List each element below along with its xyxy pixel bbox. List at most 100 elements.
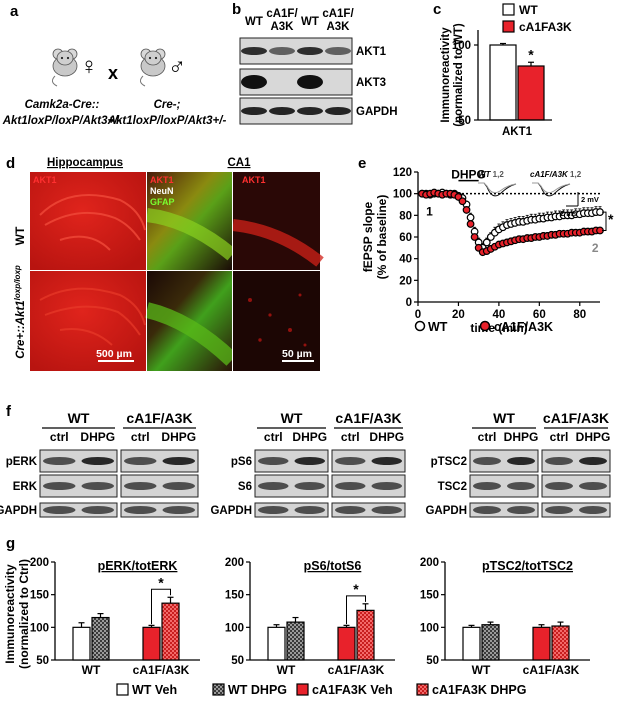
lane-label-line: WT [301,16,319,28]
blot-band [297,75,323,89]
bar-WT-Veh [72,626,91,661]
inset-scale-t-label: 2 ms [560,209,577,218]
blot-band [325,47,351,55]
y-tick-label: 200 [225,557,244,569]
blot-band [241,47,267,55]
y-tick-label: 60 [399,232,412,244]
blot-band [335,506,366,514]
tag-gfap: GFAP [150,197,175,207]
bar-cA1FA3K-DHPG [551,625,570,661]
blot-strip [331,474,406,498]
mouse-icon [51,48,78,87]
group-header: WT [68,410,90,426]
col-header-hippocampus: Hippocampus [47,157,123,169]
data-point-wt [482,238,491,247]
significance-star: * [528,46,534,62]
blot-band [297,47,323,55]
legend-swatch [296,683,309,696]
y-axis-label-line: (% of baseline) [375,195,389,280]
y-axis-label: Immunoreactivity(normalized to WT) [440,23,465,127]
cross-symbol: x [108,63,118,83]
y-tick-label: 100 [420,622,439,634]
significance-star: * [158,574,164,590]
bar-WT-Veh [462,626,481,661]
band-label: ERK [13,481,38,493]
condition-label: DHPG [576,430,611,444]
legend-label: WT DHPG [228,683,287,697]
condition-label: ctrl [131,430,150,444]
y-axis-label-line: fEPSP slope [361,201,375,272]
inset-wt-name: WT [478,170,493,179]
panel-d: d Hippocampus CA1 WT Cre+::Akt1loxp/loxp… [6,155,324,371]
marker-2: 2 [592,241,599,255]
blot-strip [39,474,118,498]
blot-strip [469,449,539,473]
legend-label: cA1FA3K DHPG [432,683,526,697]
tag-akt1-merge: AKT1 [150,175,174,185]
legend-label: cA1FA3K Veh [312,683,393,697]
condition-label: DHPG [504,430,539,444]
y-tick-label: 40 [399,254,412,266]
x-category-label: AKT1 [502,126,533,138]
blot-band [294,506,325,514]
blot-band [81,506,114,514]
blot-band [545,482,573,490]
bar-WT-DHPG [286,621,305,661]
group-header: WT [281,410,303,426]
row-label-cre-main: Cre+::Akt1 [15,300,27,358]
blot-band [473,482,501,490]
inset-trace [478,182,517,194]
blot-band [473,457,501,465]
lane-label: WT [301,16,319,28]
band-label: GAPDH [356,106,398,118]
legend-g: WT Veh WT DHPG cA1FA3K Veh cA1FA3K DHPG [116,683,526,697]
blot-band [241,75,267,89]
y-axis-label: Immunoreactivity(normalized to Ctrl) [3,559,31,669]
condition-label: ctrl [341,430,360,444]
panel-letter-c: c [433,1,441,18]
blot-band [507,482,535,490]
band-label: pS6 [231,456,252,468]
chart-title: pERK/totERK [98,559,178,573]
significance-bracket [346,595,366,625]
y-tick-label: 50 [231,655,244,667]
x-category-label: cA1F/A3K [328,663,385,677]
x-category-label: cA1F/A3K [133,663,190,677]
genotype-left-line2: Akt1loxP/loxP/Akt3+/- [2,115,122,127]
band-label: AKT1 [356,46,387,58]
panel-letter-a: a [10,3,19,20]
bar-cA1FA3K-Veh [532,626,551,661]
inset-trace-ids: 1,2 [570,170,582,179]
inset-wt-label: WT 1,2 [478,170,504,179]
y-axis-label-line: Immunoreactivity [3,564,17,664]
data-point-mutant [470,233,479,241]
blot-band [297,107,323,115]
blot-band [371,457,402,465]
blot-band [162,482,195,490]
blot-band [294,482,325,490]
y-tick-label: 100 [393,189,412,201]
x-category-label: WT [277,663,296,677]
blot-band [81,482,114,490]
x-category-label: WT [82,663,101,677]
blot-strip [120,474,199,498]
x-tick-label: 0 [415,309,421,321]
blot-band [579,482,607,490]
legend-swatch [116,683,129,696]
bar-WT-DHPG [91,616,110,661]
blot-band [43,457,76,465]
condition-label: ctrl [550,430,569,444]
y-axis-label-line: (normalized to WT) [453,23,465,127]
blot-band [81,457,114,465]
group-header: cA1F/A3K [126,410,192,426]
scale-label-50: 50 µm [282,348,312,360]
band-label: AKT3 [356,77,386,89]
bar-cA1FA3K-Veh [142,626,161,661]
blot-band [124,506,157,514]
x-tick-label: 20 [452,309,465,321]
legend-swatch [502,3,515,16]
condition-label: ctrl [478,430,497,444]
group-header: WT [493,410,515,426]
y-tick-label: 80 [399,210,412,222]
y-tick-label: 150 [420,590,439,602]
